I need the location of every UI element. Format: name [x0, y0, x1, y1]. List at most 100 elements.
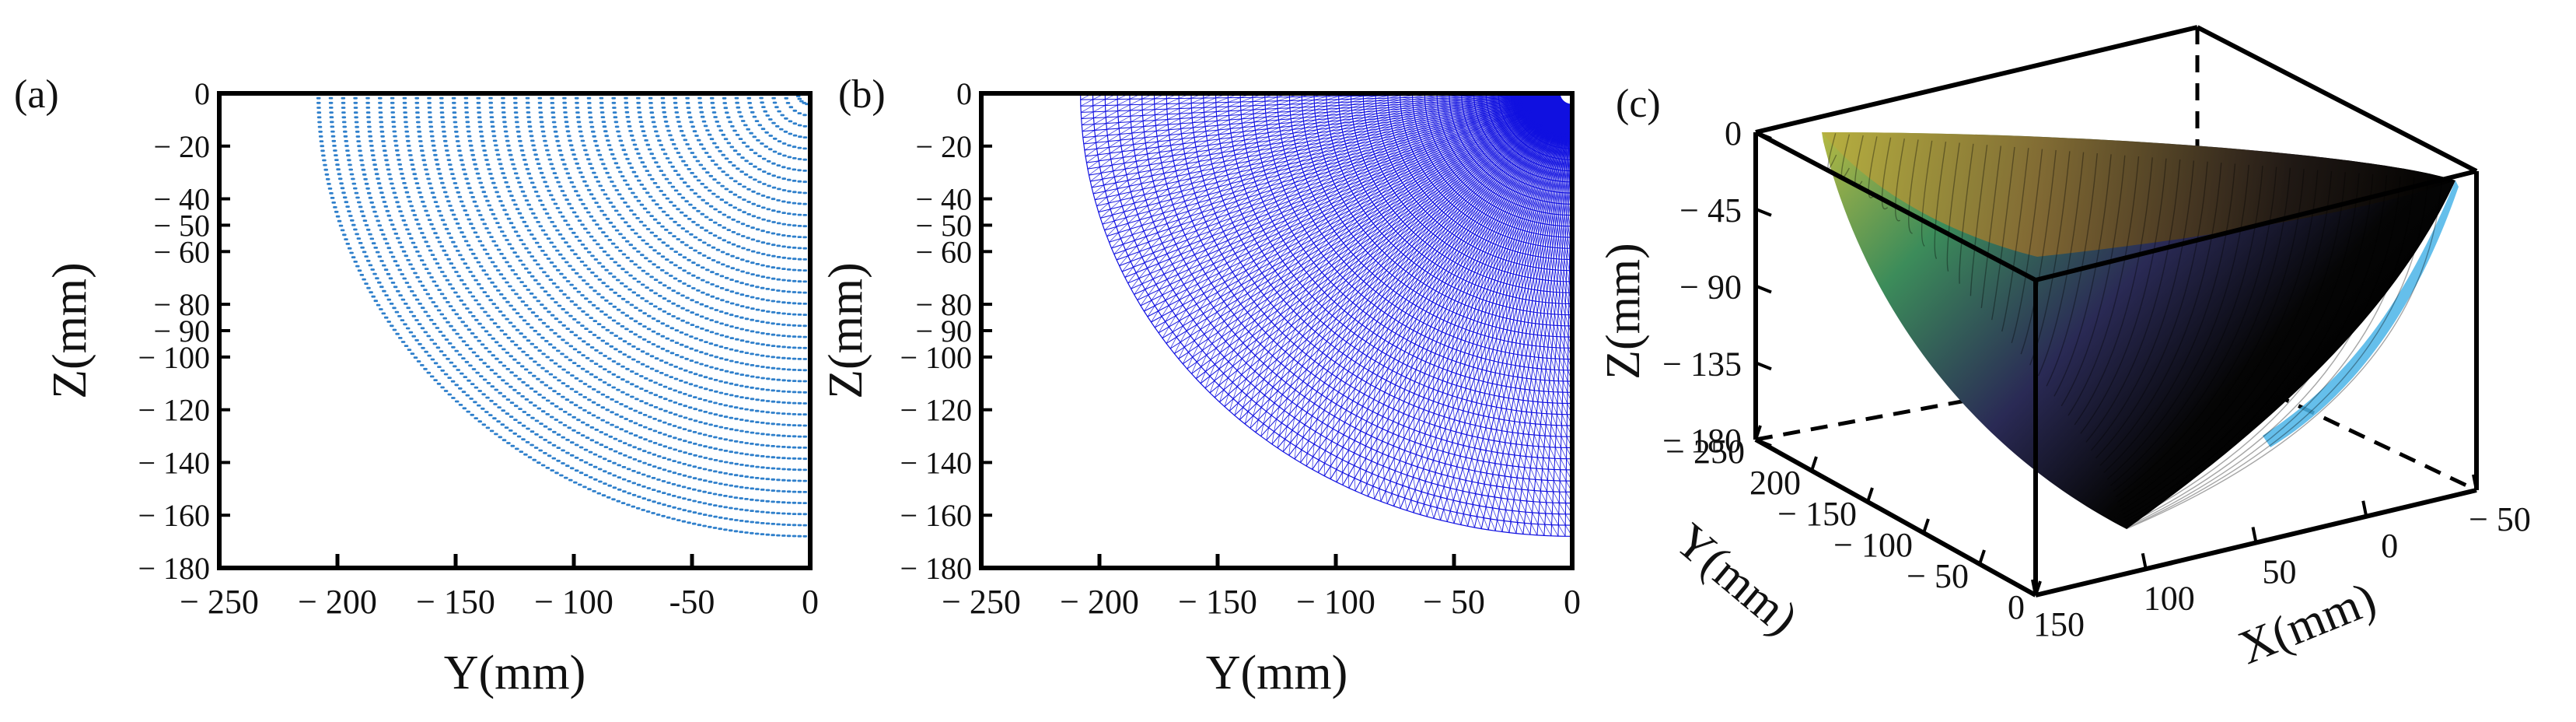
x-tick-label: − 250: [942, 583, 1021, 621]
x3-tick-mark: [2361, 500, 2368, 517]
x3-tick-label: 150: [2033, 605, 2085, 643]
panel-c-box-back-right: [2196, 356, 2478, 492]
y-tick-label: − 40: [915, 182, 972, 217]
y3-tick-label: 200: [1749, 464, 1801, 502]
x3-tick-label: − 50: [2469, 500, 2531, 538]
y-tick-label: − 20: [153, 129, 210, 164]
y-tick-label: 0: [194, 76, 210, 111]
x3-tick-label: 100: [2144, 579, 2195, 617]
panel-c-box-bottom-left: [1754, 437, 2037, 598]
x3-tick-label: 50: [2263, 553, 2297, 591]
y-tick-label: − 160: [900, 498, 972, 533]
y-tick-label: − 90: [153, 314, 210, 349]
y-tick-label: − 100: [900, 340, 972, 375]
panel-a-y-axis-label: Z(mm): [44, 262, 96, 399]
x-tick-label: 0: [1564, 583, 1581, 621]
panel-b: (b) − 250− 200− 150− 100− 50 0 0− 20− 40−…: [820, 72, 1581, 699]
panel-b-label: (b): [838, 72, 886, 117]
x-tick-label: − 100: [534, 583, 613, 621]
y-tick-label: − 50: [915, 208, 972, 243]
panel-b-y-ticks: 0 − 20 − 40− 50− 60 − 80− 90− 100 − 120 − 140…: [900, 76, 992, 586]
panel-b-mesh: [981, 93, 1572, 537]
x-tick-label: 0: [802, 583, 819, 621]
surface-mesh-lines: [1827, 133, 2442, 530]
y3-tick-mark: [1866, 487, 1874, 503]
panel-a-dot-grid: [316, 93, 810, 538]
y-tick-label: − 20: [915, 129, 972, 164]
panel-a: (a) − 250− 200− 150− 100 -50 0 0− 20− 40− …: [14, 72, 819, 699]
x-tick-label: − 150: [416, 583, 495, 621]
panel-c: (c) 0− 45− 90− 135− 180 0− 50− 100− 1502…: [1597, 25, 2531, 675]
panel-c-box-front-top-left: [1754, 130, 2037, 282]
x-tick-label: − 200: [1060, 583, 1139, 621]
y3-tick-label: − 150: [1777, 495, 1857, 533]
y3-tick-label: 0: [2008, 588, 2025, 626]
x3-tick-mark: [2472, 474, 2478, 491]
y-tick-label: − 140: [900, 445, 972, 480]
panel-a-x-ticks: − 250 − 200 − 150 − 100 -50 0: [180, 554, 819, 621]
z-tick-label: − 90: [1679, 268, 1742, 307]
x3-tick-mark: [2251, 527, 2258, 543]
z-tick-mark: [1755, 438, 1772, 447]
z-tick-mark: [1755, 284, 1772, 294]
panel-c-surface-top: [1822, 132, 2455, 257]
y3-tick-label: − 50: [1907, 557, 1969, 595]
x-tick-label: − 150: [1178, 583, 1257, 621]
y-tick-label: − 100: [138, 340, 210, 375]
x-tick-label: − 200: [298, 583, 377, 621]
panel-a-label: (a): [14, 72, 59, 117]
y-tick-label: − 80: [153, 287, 210, 322]
y3-tick-label: − 250: [1665, 433, 1745, 471]
x-tick-label: − 100: [1296, 583, 1375, 621]
y-tick-label: − 40: [153, 182, 210, 217]
panel-c-surface: [1822, 132, 2459, 530]
z-tick-label: 0: [1725, 114, 1742, 152]
y3-tick-mark: [1754, 425, 1762, 440]
x-tick-label: − 250: [180, 583, 259, 621]
panel-b-x-axis-label: Y(mm): [1206, 647, 1348, 699]
y3-tick-mark: [1978, 549, 1986, 565]
y3-tick-mark: [1810, 456, 1818, 471]
x-tick-label: − 50: [1423, 583, 1485, 621]
panel-c-z-axis-label: Z(mm): [1597, 243, 1650, 380]
panel-c-x-ticks: 150 100 50 0 − 50: [2031, 474, 2531, 643]
z-tick-label: − 180: [1662, 422, 1742, 460]
x3-tick-mark: [2141, 552, 2148, 570]
y-tick-label: − 180: [138, 551, 210, 586]
z-tick-mark: [1755, 361, 1772, 371]
panel-b-x-ticks: − 250 − 200 − 150 − 100 − 50 0: [942, 554, 1581, 621]
panel-c-box-top-back: [1755, 25, 2198, 135]
panel-c-x-axis-label: X(mm): [2232, 573, 2383, 675]
y-tick-label: − 160: [138, 498, 210, 533]
y3-tick-mark: [1922, 518, 1930, 534]
panel-c-surface-mesh: [1827, 133, 2442, 530]
x3-tick-label: 0: [2381, 527, 2398, 565]
y-tick-label: − 180: [900, 551, 972, 586]
panel-c-label: (c): [1616, 82, 1661, 126]
panel-c-box-top-right: [2196, 25, 2478, 173]
panel-a-x-axis-label: Y(mm): [444, 647, 586, 699]
y-tick-label: − 80: [915, 287, 972, 322]
x-tick-label: -50: [669, 583, 715, 621]
z-tick-label: − 135: [1662, 345, 1742, 383]
panel-c-z-ticks: 0 − 45 − 90 − 135 − 180: [1662, 114, 1772, 460]
z-tick-label: − 45: [1679, 191, 1742, 230]
y-tick-label: 0: [956, 76, 972, 111]
panel-a-y-ticks: 0 − 20 − 40− 50− 60 − 80− 90− 100 − 120 − 140…: [138, 76, 230, 586]
y-tick-label: − 50: [153, 208, 210, 243]
y3-tick-label: − 100: [1833, 526, 1913, 564]
mesh-spokes: [1080, 93, 1572, 537]
y-tick-label: − 90: [915, 314, 972, 349]
panel-b-y-axis-label: Z(mm): [820, 262, 872, 399]
y-tick-label: − 60: [153, 234, 210, 269]
y-tick-label: − 120: [900, 393, 972, 428]
y-tick-label: − 140: [138, 445, 210, 480]
panel-c-box-front-top-right: [2035, 169, 2477, 282]
y-tick-label: − 60: [915, 234, 972, 269]
dot-grid-points: [316, 93, 810, 538]
panel-c-y-axis-label: Y(mm): [1665, 513, 1808, 645]
y-tick-label: − 120: [138, 393, 210, 428]
z-tick-mark: [1755, 207, 1772, 217]
